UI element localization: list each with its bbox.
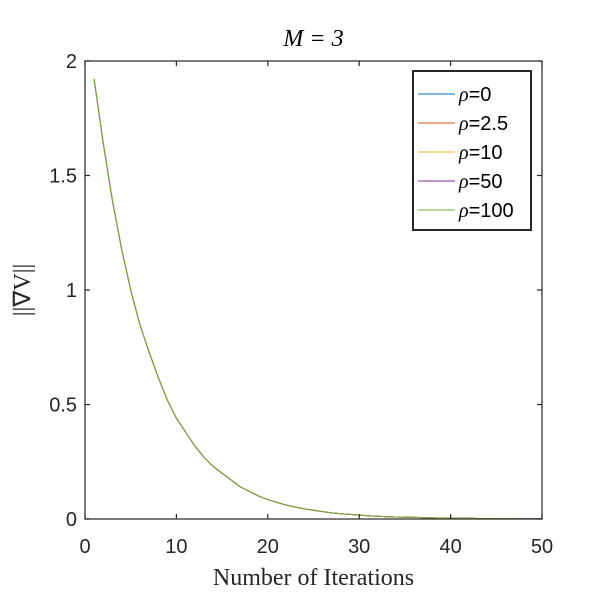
legend-symbol: ρ bbox=[458, 142, 469, 164]
y-tick-label: 1.5 bbox=[49, 166, 77, 188]
y-tick-label: 0.5 bbox=[49, 395, 77, 417]
x-tick-label: 20 bbox=[257, 536, 279, 558]
legend-value: =0 bbox=[469, 84, 492, 106]
y-tick-label: 0 bbox=[66, 509, 77, 531]
x-tick-label: 50 bbox=[531, 536, 553, 558]
legend-value: =100 bbox=[469, 200, 514, 222]
legend-value: =2.5 bbox=[469, 113, 508, 135]
y-axis-label: ||∇V|| bbox=[10, 264, 36, 317]
y-tick-label: 1 bbox=[66, 280, 77, 302]
legend-entry-5: ρ=100 bbox=[458, 200, 514, 222]
legend-symbol: ρ bbox=[458, 171, 469, 193]
legend-value: =10 bbox=[469, 142, 503, 164]
x-tick-label: 30 bbox=[348, 536, 370, 558]
series-layer bbox=[93, 79, 542, 520]
x-axis-label: Number of Iterations bbox=[213, 565, 414, 591]
x-tick-label: 10 bbox=[165, 536, 187, 558]
legend-entry-1: ρ=0 bbox=[458, 84, 491, 106]
x-tick-label: 0 bbox=[79, 536, 90, 558]
legend-symbol: ρ bbox=[458, 84, 469, 106]
legend-entry-4: ρ=50 bbox=[458, 171, 503, 193]
y-tick-label: 2 bbox=[66, 51, 77, 73]
legend-entry-2: ρ=2.5 bbox=[458, 113, 508, 135]
series-line-5 bbox=[93, 79, 542, 520]
legend-symbol: ρ bbox=[458, 200, 469, 222]
legend-symbol: ρ bbox=[458, 113, 469, 135]
legend-value: =50 bbox=[469, 171, 503, 193]
legend-box bbox=[412, 70, 532, 231]
legend: ρ=0ρ=2.5ρ=10ρ=50ρ=100 bbox=[412, 70, 532, 231]
legend-entry-3: ρ=10 bbox=[458, 142, 503, 164]
x-tick-label: 40 bbox=[439, 536, 461, 558]
chart-title: M = 3 bbox=[282, 26, 343, 52]
tick-layer: 0 10 20 30 40 50 0 0.5 1 1.5 2 bbox=[49, 51, 553, 558]
